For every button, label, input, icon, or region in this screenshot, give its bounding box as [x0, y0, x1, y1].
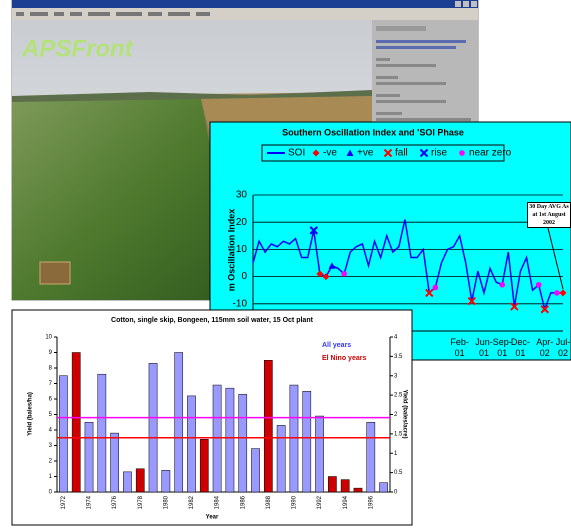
bar [251, 449, 259, 492]
bar [123, 472, 131, 492]
bar [341, 480, 349, 492]
x-tick-label: 1982 [189, 495, 195, 509]
bar [226, 388, 234, 492]
bar [315, 416, 323, 492]
x-tick-label: 1984 [215, 495, 221, 509]
bar [111, 433, 119, 492]
bar [72, 353, 80, 493]
bar [264, 360, 272, 492]
x-tick-label: 1986 [240, 495, 246, 509]
bar [213, 385, 221, 492]
y2-tick-label: 2.5 [394, 393, 403, 399]
bar [303, 391, 311, 492]
y-axis-label: Yield (bales/ha) [28, 392, 34, 436]
bar [379, 483, 387, 492]
bar [59, 376, 67, 492]
bar [277, 425, 285, 492]
y2-tick-label: 1.5 [394, 431, 403, 437]
x-tick-label: 1976 [112, 495, 118, 509]
bar [149, 363, 157, 492]
bar [328, 477, 336, 493]
bar [85, 422, 93, 492]
bar [136, 469, 144, 492]
legend-label: El Nino years [322, 355, 366, 362]
x-tick-label: 1994 [343, 495, 349, 509]
x-tick-label: 1972 [61, 495, 67, 509]
y-tick-label: 10 [45, 335, 52, 341]
chart-title: Cotton, single skip, Bongeen, 115mm soil… [111, 317, 314, 324]
y2-tick-label: 0.5 [394, 470, 403, 476]
x-tick-label: 1996 [368, 495, 374, 509]
x-tick-label: 1988 [266, 495, 272, 509]
bar [98, 374, 106, 492]
bar [175, 353, 183, 493]
x-tick-label: 1974 [87, 495, 93, 509]
x-tick-label: 1992 [317, 495, 323, 509]
y2-tick-label: 3.5 [394, 354, 403, 360]
x-tick-label: 1978 [138, 495, 144, 509]
screenshot: APSFront Southern Oscillation Index and … [0, 0, 571, 529]
bar [290, 385, 298, 492]
bar [162, 470, 170, 492]
bar [239, 394, 247, 492]
bar [187, 396, 195, 492]
bar [367, 422, 375, 492]
x-axis-label: Year [206, 515, 219, 521]
front-window: Cotton, single skip, Bongeen, 115mm soil… [0, 0, 571, 529]
x-tick-label: 1990 [292, 495, 298, 509]
legend-label: All years [322, 342, 351, 349]
x-tick-label: 1980 [163, 495, 169, 509]
bar [354, 488, 362, 492]
bar [200, 439, 208, 492]
